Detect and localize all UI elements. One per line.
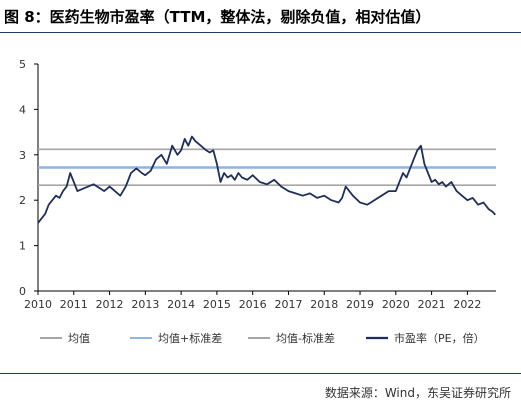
chart-series — [37, 135, 496, 224]
x-tick-label: 2010 — [24, 298, 52, 311]
chart-legend: 均值 均值+标准差 均值-标准差 市盈率（PE，倍） — [40, 331, 485, 345]
x-tick-label: 2018 — [310, 298, 338, 311]
y-tick-label: 0 — [19, 285, 26, 298]
pe-series-line — [37, 135, 496, 224]
y-tick-label: 4 — [19, 103, 26, 116]
legend-label-pe: 市盈率（PE，倍） — [394, 331, 485, 345]
x-tick-label: 2017 — [274, 298, 302, 311]
top-divider — [0, 32, 521, 33]
x-tick-label: 2012 — [96, 298, 124, 311]
x-tick-label: 2011 — [60, 298, 88, 311]
x-tick-label: 2015 — [203, 298, 231, 311]
x-tick-label: 2019 — [346, 298, 374, 311]
x-tick-label: 2020 — [382, 298, 410, 311]
x-tick-label: 2014 — [167, 298, 195, 311]
y-tick-label: 3 — [19, 149, 26, 162]
y-tick-label: 1 — [19, 240, 26, 253]
legend-label-plus_std: 均值+标准差 — [158, 331, 222, 345]
tick-labels: 0 1 2 3 4 5 2010 2011 2012 2013 2014 2015 2016 2017 20… — [19, 58, 481, 311]
x-tick-label: 2013 — [131, 298, 159, 311]
source-note: 数据来源：Wind，东吴证券研究所 — [324, 386, 511, 400]
chart-axes — [34, 63, 496, 295]
pe-chart: 0 1 2 3 4 5 2010 2011 2012 2013 2014 2015 2016 2017 20… — [19, 58, 496, 345]
legend-label-minus_std: 均值-标准差 — [276, 331, 335, 345]
figure-title: 图 8：医药生物市盈率（TTM，整体法，剔除负值，相对估值） — [4, 8, 431, 26]
reference-lines — [38, 148, 496, 187]
y-tick-label: 5 — [19, 58, 26, 71]
legend-label-mean: 均值 — [68, 332, 90, 345]
x-tick-label: 2016 — [239, 298, 267, 311]
bottom-divider — [0, 373, 521, 374]
x-tick-label: 2021 — [418, 298, 446, 311]
y-tick-label: 2 — [19, 194, 26, 207]
x-tick-label: 2022 — [453, 298, 481, 311]
